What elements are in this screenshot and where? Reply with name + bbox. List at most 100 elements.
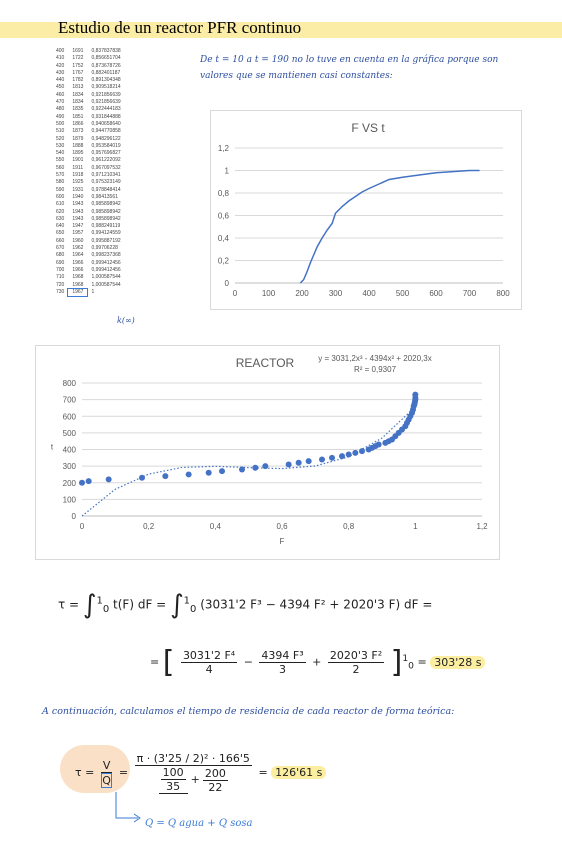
table-row: 510 1873 0,944770858 (52, 128, 125, 135)
table-cell: 0,957696827 (91, 150, 121, 157)
table-cell: 1873 (72, 128, 84, 135)
table-row: 420 1752 0,873678726 (52, 63, 125, 70)
table-row: 560 1911 0,967097532 (52, 165, 125, 172)
data-point (79, 479, 85, 486)
x-tick-label: 300 (329, 289, 343, 298)
table-note: k(∞) (117, 316, 135, 325)
x-tick-label: 200 (295, 289, 309, 298)
x-tick-label: 600 (429, 289, 443, 298)
table-cell: 1888 (72, 142, 84, 149)
x-tick-label: 500 (396, 289, 410, 298)
table-cell: 1918 (72, 172, 84, 179)
table-cell: 0,909518214 (91, 84, 121, 91)
table-row: 460 1834 0,921856639 (52, 92, 125, 99)
y-tick-label: 700 (63, 396, 77, 405)
y-tick-label: 1 (225, 167, 230, 176)
table-cell: 0,999412456 (91, 266, 121, 273)
arrow (115, 792, 141, 823)
table-cell: 670 (56, 245, 65, 252)
eq-text: − (243, 655, 253, 669)
table-cell: 1895 (72, 150, 84, 157)
y-tick-label: 0,4 (218, 234, 230, 243)
y-tick-label: 400 (63, 446, 77, 455)
table-row: 530 1888 0,953584019 (52, 143, 125, 150)
chart-reactor: REACTOR 0 100 200 300 400 500 600 700 800 0 0,2 0,4 0… (35, 345, 500, 560)
x-tick-label: 800 (496, 289, 510, 298)
eq-text: 0 (102, 603, 110, 615)
table-cell: 1943 (72, 201, 84, 208)
table-cell: 1 (91, 288, 95, 295)
data-point (295, 459, 302, 466)
table-cell: 1879 (72, 135, 84, 142)
table-cell: 710 (56, 274, 65, 281)
data-point (412, 391, 419, 398)
x-tick-label: 1,2 (476, 522, 488, 531)
table-cell: 0,998237368 (91, 252, 121, 259)
table-row: 720 1968 1,000587544 (52, 282, 125, 289)
eq-text: 2020'3 F² (327, 649, 385, 663)
x-tick-label: 0,8 (343, 522, 355, 531)
y-tick-label: 0,2 (218, 257, 230, 266)
x-tick-label: 0 (233, 289, 238, 298)
table-row: 500 1866 0,940658640 (52, 121, 125, 128)
eq-text: = (150, 655, 160, 669)
flow-equation: Q = Q agua + Q sosa (145, 818, 253, 829)
title-highlight (0, 22, 562, 38)
note: De t = 10 a t = 190 no lo tuve en cuenta… (200, 55, 499, 81)
table-row: 450 1813 0,909518214 (52, 84, 125, 91)
table-row: 480 1835 0,922444183 (52, 106, 125, 113)
table-cell: 590 (56, 186, 65, 193)
table-cell: 1835 (72, 106, 84, 113)
x-tick-label: 700 (463, 289, 477, 298)
chart-title: REACTOR (236, 356, 295, 370)
table-row: 670 1962 0,99706228 (52, 245, 125, 252)
table-cell: 1,000587544 (91, 274, 121, 281)
eq-text: ∫ (82, 590, 97, 620)
table-cell: 460 (56, 91, 65, 98)
eq-text: 3031'2 F⁴ (180, 649, 238, 663)
table-cell: 610 (56, 201, 65, 208)
x-tick-label: 1 (413, 522, 418, 531)
table-cell: 1947 (72, 223, 84, 230)
table-cell: 0,944770858 (91, 128, 121, 135)
eq-text: 35 (166, 780, 181, 793)
table-row: 440 1782 0,891304348 (52, 77, 125, 84)
table-cell: 0,999412456 (91, 259, 121, 266)
data-point (345, 451, 352, 458)
chart-f-vs-t: F VS t 0 0,2 0,4 0,6 0,8 1 1,2 0 100 200 300 400 500 6… (210, 110, 522, 310)
table-cell: 1943 (72, 215, 84, 222)
eq-text: 4 (205, 663, 213, 676)
table-row: 550 1901 0,961222092 (52, 157, 125, 164)
table-cell: 550 (56, 157, 65, 164)
table-cell: 0,98413561 (91, 193, 118, 200)
table-cell: 1752 (72, 62, 84, 69)
table-cell: 600 (56, 193, 65, 200)
table-row: 580 1925 0,975323149 (52, 179, 125, 186)
table-cell: 1957 (72, 230, 84, 237)
table-cell: 530 (56, 142, 65, 149)
x-tick-label: 0,6 (276, 522, 288, 531)
table-cell: 0,948296122 (91, 135, 121, 142)
eq-text: t(F) dF = (113, 597, 167, 612)
x-tick-label: 0,4 (210, 522, 222, 531)
table-cell: 0,882401187 (91, 69, 121, 76)
table-cell: 1925 (72, 179, 84, 186)
table-cell: 0,940658640 (91, 120, 121, 127)
table-row: 650 1957 0,994124559 (52, 230, 125, 237)
result-equation: = [ 3031'2 F⁴ 4 − 4394 F³ 3 + 2020'3 F² 2 ]… (150, 645, 486, 680)
data-point (339, 453, 345, 460)
table-cell: 480 (56, 106, 65, 113)
table-row: 470 1834 0,921856639 (52, 99, 125, 106)
y-tick-label: 200 (63, 479, 77, 488)
table-cell: 570 (56, 172, 65, 179)
table-row: 520 1879 0,948296122 (52, 136, 125, 143)
table-row: 400 1691 0,837837838 (52, 48, 125, 55)
table-cell: 1931 (72, 186, 84, 193)
eq-text: = (258, 766, 268, 779)
table-cell: 0,921856639 (91, 91, 121, 98)
data-point (185, 471, 192, 478)
eq-text: 3 (279, 663, 287, 676)
x-tick-label: 0,2 (143, 522, 155, 531)
y-tick-label: 1,2 (218, 144, 230, 153)
